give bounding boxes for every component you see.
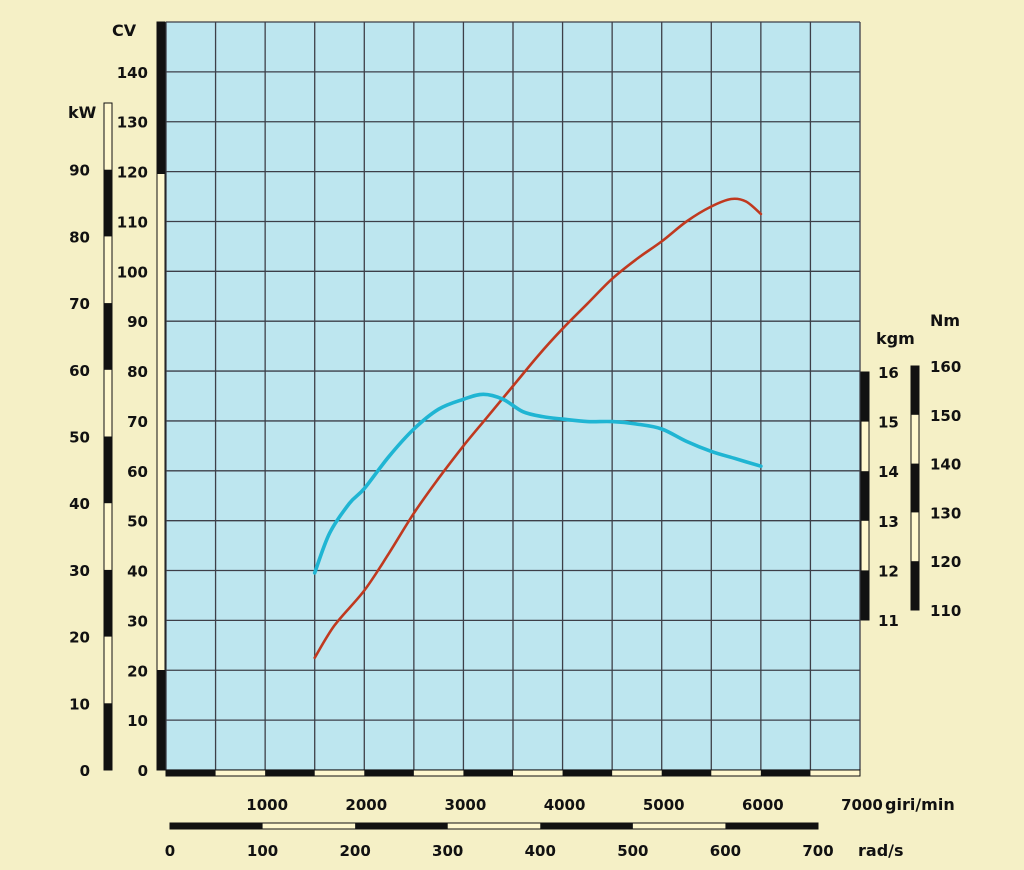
cv-tick-label: 110 — [117, 213, 148, 231]
cv-axis-label: CV — [112, 21, 137, 40]
rpm-scale-segment — [166, 770, 216, 776]
kw-tick-label: 20 — [69, 629, 90, 647]
rad-scale-segment — [170, 823, 263, 829]
rad-tick-label: 700 — [802, 842, 833, 860]
grid — [165, 21, 861, 771]
kw-axis: kW 0 10 20 30 40 50 60 70 80 90 — [68, 102, 113, 780]
rad-scale-segment — [355, 823, 448, 829]
cv-tick-label: 140 — [117, 64, 148, 82]
cv-scale-segment — [157, 22, 165, 72]
kw-tick-label: 10 — [69, 695, 90, 713]
x-axis-label: giri/min — [885, 795, 955, 814]
cv-tick-label: 0 — [138, 762, 148, 780]
kw-tick-label: 60 — [69, 362, 90, 380]
rad-tick-label: 100 — [247, 842, 278, 860]
nm-axis-label: Nm — [930, 311, 960, 330]
cv-tick-label: 40 — [127, 563, 148, 581]
rpm-tick-label: 6000 — [742, 796, 784, 814]
kw-scale-segment — [104, 169, 112, 237]
rpm-scale-segment — [562, 770, 613, 776]
cv-tick-label: 100 — [117, 263, 148, 281]
cv-scale-segment — [157, 670, 165, 770]
kw-scale-segment — [104, 703, 112, 770]
series-line-kgm — [312, 392, 763, 575]
cv-tick-label: 70 — [127, 413, 148, 431]
cv-scale-segment — [157, 72, 165, 174]
kgm-tick-label: 15 — [878, 414, 899, 432]
kgm-scale-segment — [861, 570, 869, 620]
kw-scale-segment — [104, 303, 112, 370]
nm-tick-label: 150 — [930, 407, 961, 425]
cv-tick-label: 80 — [127, 363, 148, 381]
rpm-scale-segment — [265, 770, 315, 776]
rad-axis-label: rad/s — [858, 841, 904, 860]
rpm-tick-label: 1000 — [246, 796, 288, 814]
rpm-scale-segment — [760, 770, 811, 776]
nm-tick-label: 140 — [930, 456, 961, 474]
cv-tick-label: 20 — [127, 662, 148, 680]
rpm-tick-label: 4000 — [544, 796, 586, 814]
rad-tick-label: 400 — [525, 842, 556, 860]
nm-scale-segment — [911, 561, 919, 610]
kgm-tick-label: 11 — [878, 612, 899, 630]
kgm-tick-label: 16 — [878, 364, 899, 382]
kw-tick-label: 0 — [80, 762, 90, 780]
rad-tick-label: 200 — [339, 842, 370, 860]
rpm-tick-label: 5000 — [643, 796, 685, 814]
kw-tick-label: 80 — [69, 228, 90, 246]
kw-tick-label: 50 — [69, 429, 90, 447]
nm-tick-label: 160 — [930, 358, 961, 376]
rad-scale-segment — [540, 823, 633, 829]
kgm-axis: kgm 11 12 13 14 15 16 — [860, 329, 915, 630]
nm-tick-label: 110 — [930, 602, 961, 620]
cv-tick-label: 30 — [127, 612, 148, 630]
kw-tick-label: 90 — [69, 162, 90, 180]
kw-scale-segment — [104, 436, 112, 504]
series-line-cv — [313, 197, 763, 660]
x-axis: giri/min 1000 2000 3000 4000 5000 6000 7000 — [165, 769, 955, 814]
rad-axis: rad/s 0 100 200 300 400 500 600 700 — [165, 822, 904, 860]
kw-tick-label: 40 — [69, 495, 90, 513]
rad-scale-segment — [725, 823, 818, 829]
kw-scale-segment — [104, 569, 112, 637]
kgm-tick-label: 14 — [878, 463, 899, 481]
kgm-axis-label: kgm — [876, 329, 915, 348]
nm-scale-segment — [911, 366, 919, 415]
rpm-tick-label: 7000 — [841, 796, 883, 814]
rad-tick-label: 300 — [432, 842, 463, 860]
rpm-scale-segment — [463, 770, 513, 776]
rad-tick-label: 600 — [710, 842, 741, 860]
kw-axis-label: kW — [68, 103, 97, 122]
rad-scale-bar — [169, 822, 819, 830]
cv-tick-label: 90 — [127, 313, 148, 331]
rpm-scale-segment — [661, 770, 712, 776]
rpm-tick-label: 3000 — [445, 796, 487, 814]
kgm-tick-label: 13 — [878, 513, 899, 531]
cv-tick-label: 130 — [117, 114, 148, 132]
nm-tick-label: 130 — [930, 504, 961, 522]
kw-tick-label: 30 — [69, 562, 90, 580]
cv-axis: CV 0 10 20 30 40 50 60 70 80 90 100 110 120 130 140 — [112, 21, 166, 780]
rpm-scale-segment — [364, 770, 414, 776]
kgm-scale-segment — [861, 372, 869, 422]
series-group — [312, 197, 763, 660]
cv-tick-label: 10 — [127, 712, 148, 730]
kgm-tick-label: 12 — [878, 562, 899, 580]
kw-tick-label: 70 — [69, 295, 90, 313]
rad-tick-label: 500 — [617, 842, 648, 860]
kgm-scale-segment — [861, 471, 869, 521]
rad-tick-label: 0 — [165, 842, 175, 860]
cv-tick-label: 50 — [127, 513, 148, 531]
cv-tick-label: 60 — [127, 463, 148, 481]
nm-scale-segment — [911, 463, 919, 513]
cv-tick-label: 120 — [117, 164, 148, 182]
nm-axis: Nm 110 120 130 140 150 160 — [910, 311, 961, 620]
nm-tick-label: 120 — [930, 553, 961, 571]
rpm-tick-label: 2000 — [345, 796, 387, 814]
